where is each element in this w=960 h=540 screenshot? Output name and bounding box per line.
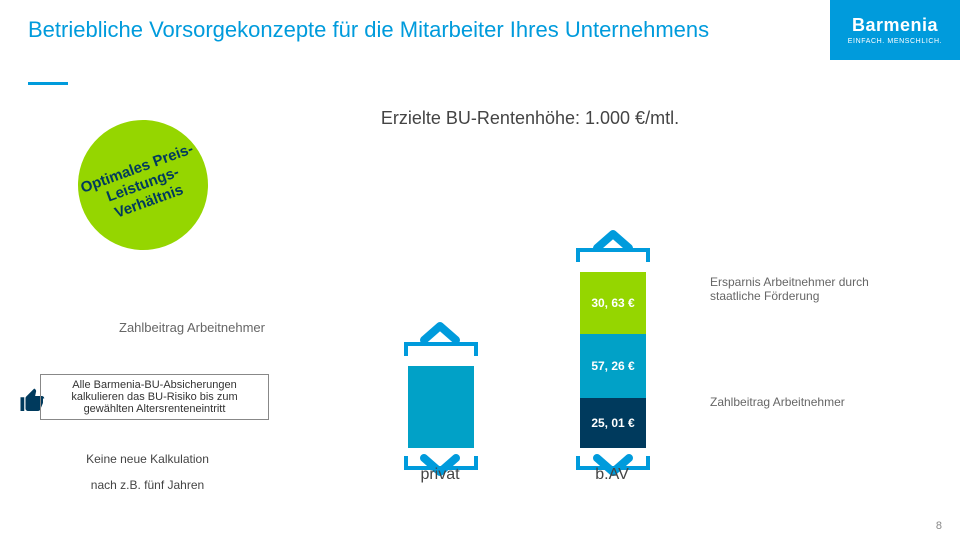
- page-number: 8: [936, 520, 942, 532]
- bar-privat: [408, 366, 474, 448]
- bar-segment-employee: 25, 01 €: [580, 398, 646, 448]
- label-right-savings: Ersparnis Arbeitnehmer durch staatliche …: [710, 275, 910, 303]
- slide-title: Betriebliche Vorsorgekonzepte für die Mi…: [28, 16, 709, 44]
- label-left: Zahlbeitrag Arbeitnehmer: [90, 320, 265, 335]
- brand-logo: Barmenia EINFACH. MENSCHLICH.: [830, 0, 960, 60]
- x-label-privat: privat: [390, 466, 490, 484]
- brand-tagline: EINFACH. MENSCHLICH.: [848, 38, 942, 45]
- label-right-employee: Zahlbeitrag Arbeitnehmer: [710, 395, 910, 409]
- badge-optimal: Optimales Preis-Leistungs-Verhältnis: [60, 102, 227, 269]
- chevron-up-icon: [420, 322, 460, 344]
- chart-title: Erzielte BU-Rentenhöhe: 1.000 €/mtl.: [375, 108, 685, 129]
- bar-segment-mid: 57, 26 €: [580, 334, 646, 398]
- brand-name: Barmenia: [852, 15, 938, 36]
- chevron-up-icon: [593, 230, 633, 252]
- bar-segment-savings: 30, 63 €: [580, 272, 646, 334]
- x-label-bav: b.AV: [562, 466, 662, 484]
- bar-bav: 30, 63 € 57, 26 € 25, 01 €: [580, 272, 646, 448]
- note-line-3: nach z.B. fünf Jahren: [55, 478, 240, 492]
- bar-chart: 30, 63 € 57, 26 € 25, 01 € privat b.AV: [390, 170, 680, 490]
- title-underline: [28, 82, 68, 85]
- note-line-2: Keine neue Kalkulation: [50, 452, 245, 466]
- note-box: Alle Barmenia-BU-Absicherungen kalkulier…: [40, 374, 269, 420]
- bracket-top-privat: [404, 342, 478, 356]
